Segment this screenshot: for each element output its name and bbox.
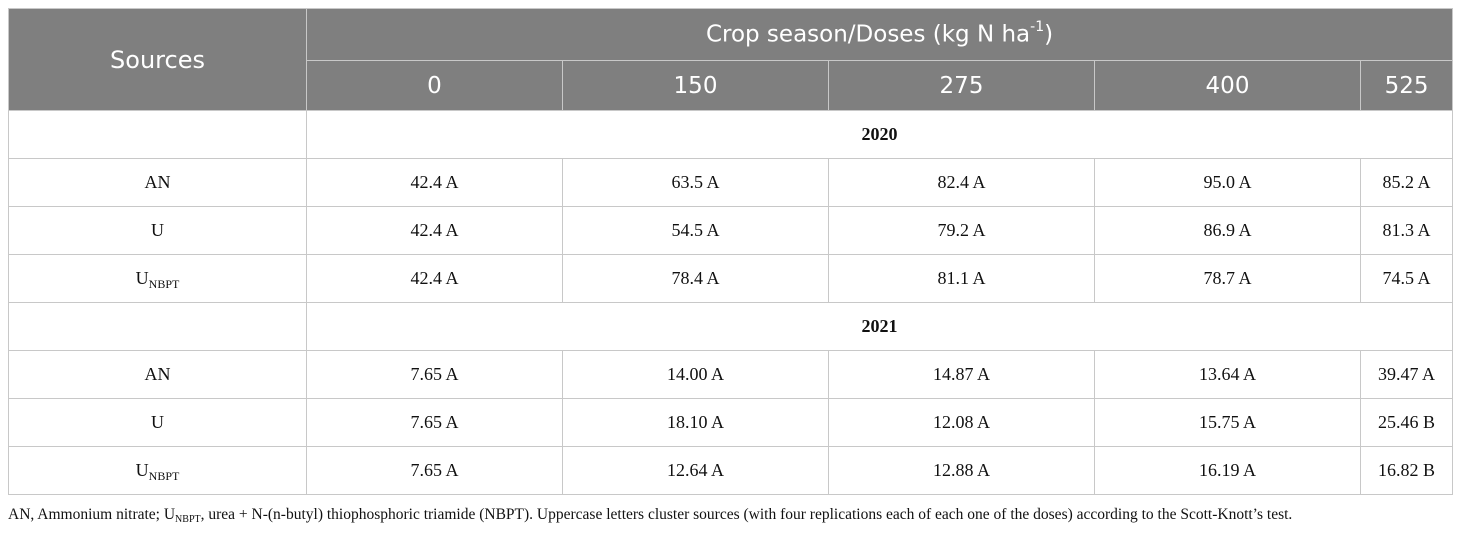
value-cell: 7.65 A [306, 446, 563, 495]
value-cell: 79.2 A [828, 206, 1095, 255]
value-cell: 7.65 A [306, 398, 563, 447]
year-label: 2020 [305, 110, 1454, 159]
sources-header: Sources [8, 8, 307, 111]
value-cell: 13.64 A [1094, 350, 1361, 399]
dose-525-header: 525 [1359, 60, 1454, 111]
value-cell: 12.64 A [562, 446, 829, 495]
value-cell: 42.4 A [306, 254, 563, 303]
table-footnote: AN, Ammonium nitrate; UNBPT, urea + N-(n… [8, 506, 1293, 525]
source-cell: AN [8, 158, 307, 207]
dose-150-header: 150 [562, 60, 829, 111]
source-cell: U [8, 398, 307, 447]
source-cell: UNBPT [8, 446, 307, 495]
value-cell: 14.87 A [828, 350, 1095, 399]
value-cell: 54.5 A [562, 206, 829, 255]
dose-400-header: 400 [1094, 60, 1361, 111]
table-row: U 7.65 A 18.10 A 12.08 A 15.75 A 25.46 B [8, 398, 1454, 447]
table-row: UNBPT 7.65 A 12.64 A 12.88 A 16.19 A 16.… [8, 446, 1454, 495]
value-cell: 42.4 A [306, 206, 563, 255]
value-cell: 95.0 A [1094, 158, 1361, 207]
source-cell: U [8, 206, 307, 255]
dose-header: Crop season/Doses (kg N ha-1) [305, 8, 1454, 61]
value-cell: 63.5 A [562, 158, 829, 207]
table-row: UNBPT 42.4 A 78.4 A 81.1 A 78.7 A 74.5 A [8, 254, 1454, 303]
dose-275-header: 275 [828, 60, 1095, 111]
value-cell: 78.7 A [1094, 254, 1361, 303]
value-cell: 7.65 A [306, 350, 563, 399]
results-table: Sources Crop season/Doses (kg N ha-1) 0 … [8, 8, 1454, 495]
year-row-2021: 2021 [8, 302, 1454, 351]
source-cell: UNBPT [8, 254, 307, 303]
table-row: AN 7.65 A 14.00 A 14.87 A 13.64 A 39.47 … [8, 350, 1454, 399]
value-cell: 15.75 A [1094, 398, 1361, 447]
value-cell: 78.4 A [562, 254, 829, 303]
source-cell: AN [8, 350, 307, 399]
year-row-2020: 2020 [8, 110, 1454, 159]
value-cell: 18.10 A [562, 398, 829, 447]
value-cell: 25.46 B [1359, 398, 1454, 447]
value-cell: 82.4 A [828, 158, 1095, 207]
value-cell: 14.00 A [562, 350, 829, 399]
year-row-spacer [8, 110, 307, 159]
results-table-container: Sources Crop season/Doses (kg N ha-1) 0 … [8, 8, 1454, 495]
value-cell: 85.2 A [1359, 158, 1454, 207]
value-cell: 16.82 B [1359, 446, 1454, 495]
value-cell: 39.47 A [1359, 350, 1454, 399]
value-cell: 81.3 A [1359, 206, 1454, 255]
value-cell: 86.9 A [1094, 206, 1361, 255]
dose-0-header: 0 [306, 60, 563, 111]
value-cell: 12.08 A [828, 398, 1095, 447]
value-cell: 81.1 A [828, 254, 1095, 303]
value-cell: 42.4 A [306, 158, 563, 207]
year-row-spacer [8, 302, 307, 351]
value-cell: 74.5 A [1359, 254, 1454, 303]
table-row: AN 42.4 A 63.5 A 82.4 A 95.0 A 85.2 A [8, 158, 1454, 207]
value-cell: 12.88 A [828, 446, 1095, 495]
value-cell: 16.19 A [1094, 446, 1361, 495]
table-row: U 42.4 A 54.5 A 79.2 A 86.9 A 81.3 A [8, 206, 1454, 255]
year-label: 2021 [305, 302, 1454, 351]
